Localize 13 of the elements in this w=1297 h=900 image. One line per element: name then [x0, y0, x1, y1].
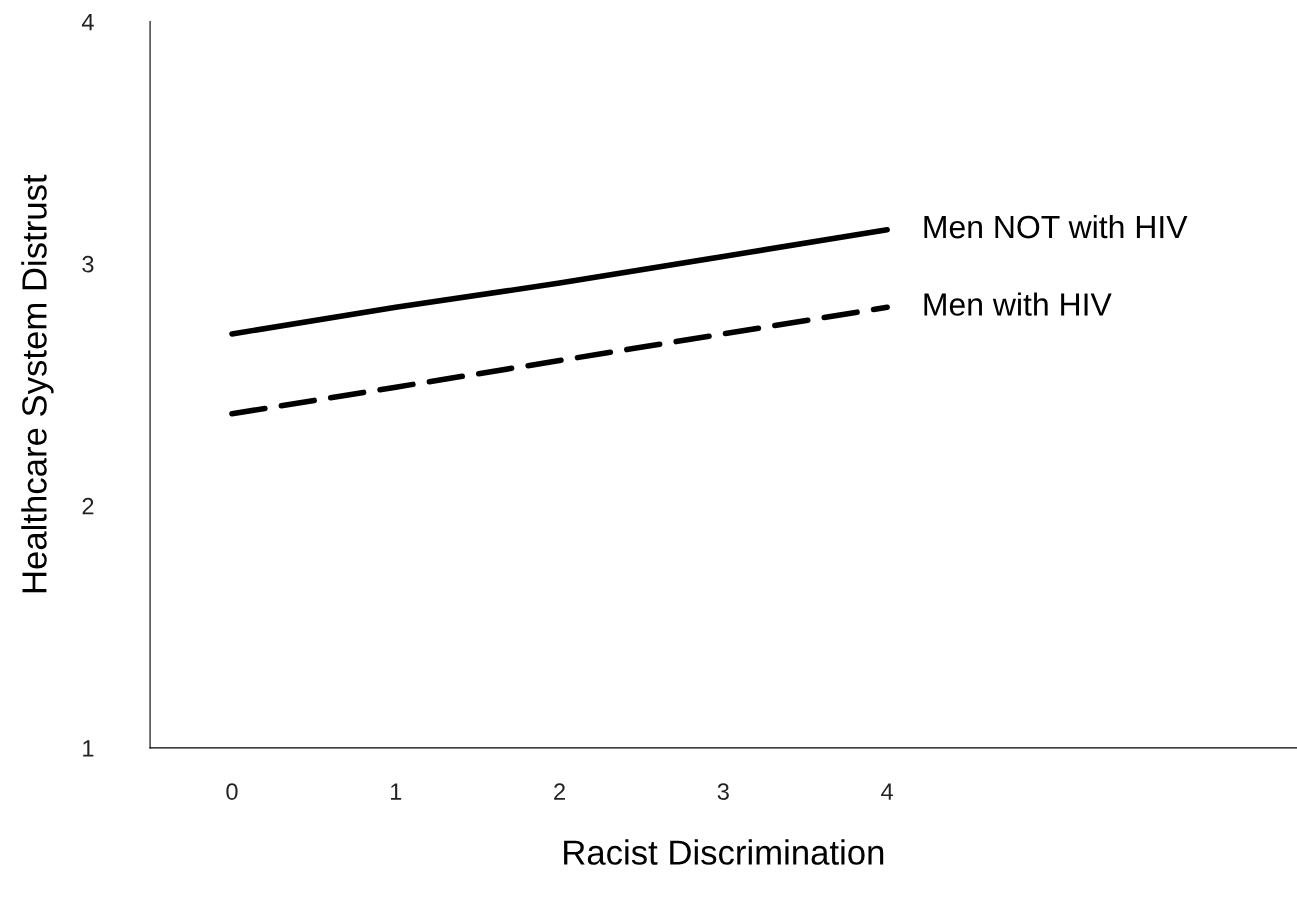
x-tick-label: 1 — [390, 783, 402, 800]
x-tick-label: 0 — [226, 783, 238, 800]
x-tick-label: 2 — [554, 783, 565, 800]
x-tick-label: 4 — [881, 783, 893, 800]
y-tick-label: 3 — [82, 255, 94, 273]
x-tick-label: 3 — [717, 783, 729, 800]
y-tick-label: 4 — [81, 13, 94, 31]
series-label: Men NOT with HIV — [924, 214, 1188, 239]
y-axis-title: Healthcare System Distrust — [21, 174, 54, 593]
y-tick-label: 1 — [83, 740, 94, 757]
y-tick-label: 2 — [82, 497, 94, 515]
x-axis-title: Racist Discrimination — [564, 839, 884, 865]
series-label: Men with HIV — [924, 292, 1112, 316]
